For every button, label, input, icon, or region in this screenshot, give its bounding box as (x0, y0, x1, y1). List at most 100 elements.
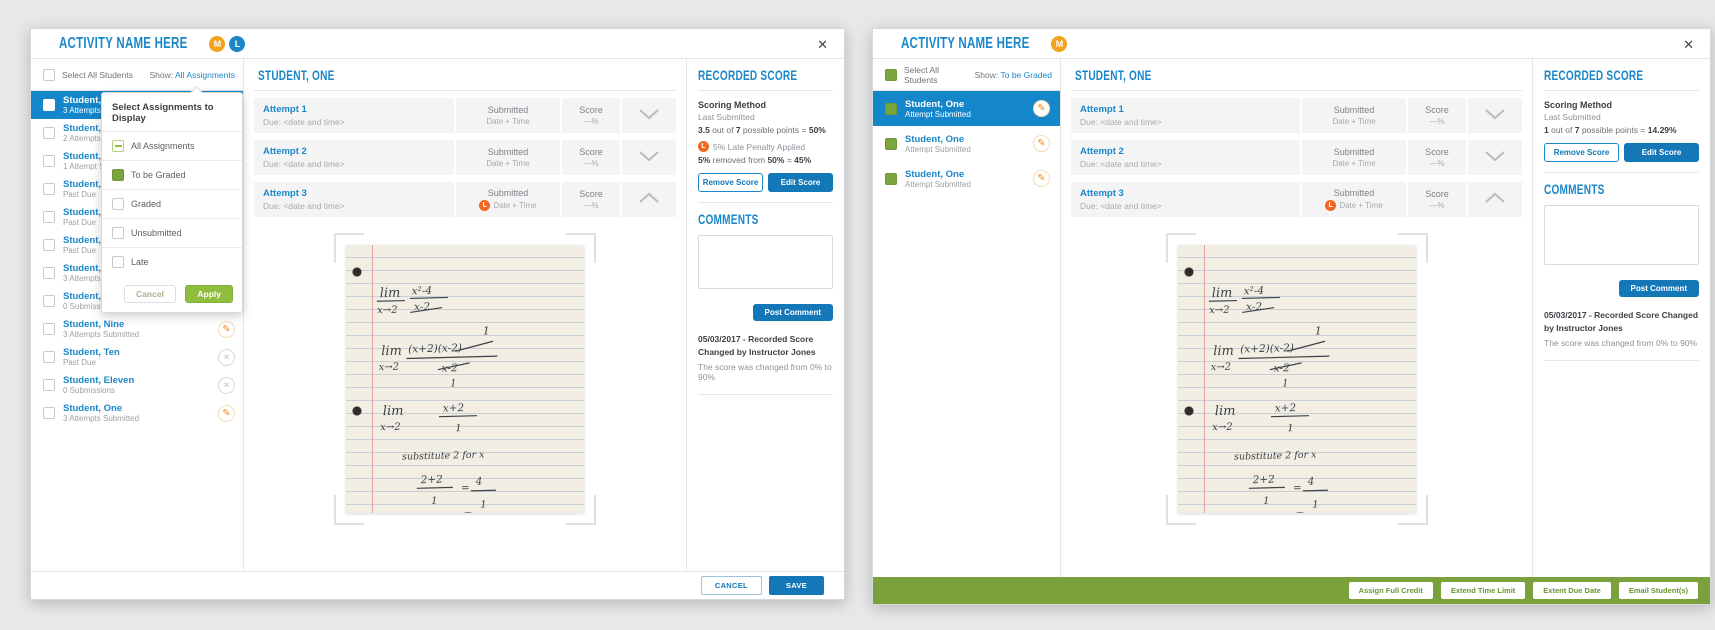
attempt-due: Due: <date and time> (263, 201, 345, 211)
cancel-button[interactable]: Cancel (124, 285, 176, 303)
attempt-row: Attempt 3 Due: <date and time> Submitted… (254, 182, 676, 217)
recorded-score-title: RECORDED SCORE (1544, 66, 1644, 83)
filter-option-to-be-graded[interactable]: To be Graded (102, 161, 242, 190)
assign-full-credit-button[interactable]: Assign Full Credit (1348, 582, 1433, 599)
unchecked-checkbox[interactable] (112, 256, 124, 268)
student-name: Student, Ten (63, 347, 120, 358)
select-all-checkbox[interactable] (885, 68, 897, 81)
apply-button[interactable]: Apply (185, 285, 233, 303)
student-checkbox[interactable] (43, 407, 55, 419)
submission-photo[interactable]: lim x→2 x²-4 x-2 1 lim x→2 (x+2)(x-2) (1177, 245, 1416, 513)
student-info: Student, Eight 0 Submissions (63, 291, 210, 311)
attempt-submitted: Submitted L Date + Time (1302, 182, 1406, 217)
pencil-icon[interactable]: ✎ (1033, 170, 1050, 187)
collapse-attempt-button[interactable] (1468, 182, 1522, 217)
unchecked-checkbox[interactable] (112, 227, 124, 239)
student-checkbox[interactable] (885, 137, 897, 150)
score-history-entry: 05/03/2017 - Recorded Score Changed by I… (1544, 297, 1699, 361)
filter-option-unsubmitted[interactable]: Unsubmitted (102, 219, 242, 248)
expand-attempt-button[interactable] (1468, 98, 1522, 133)
student-list-panel: Select All Students Show: All Assignment… (31, 59, 244, 571)
student-checkbox[interactable] (43, 183, 55, 195)
submitted-value: Date + Time (486, 117, 530, 126)
score-value: —% (583, 117, 599, 126)
student-checkbox[interactable] (43, 267, 55, 279)
crop-corner (334, 495, 364, 525)
student-checkbox[interactable] (43, 379, 55, 391)
student-row[interactable]: Student, One 3 Attempts Submitted ✎ (31, 399, 243, 427)
student-checkbox[interactable] (43, 99, 55, 111)
save-button[interactable]: SAVE (768, 576, 824, 595)
expand-attempt-button[interactable] (622, 140, 676, 175)
email-students-button[interactable]: Email Student(s) (1618, 582, 1698, 599)
student-checkbox[interactable] (43, 211, 55, 223)
attempt-due: Due: <date and time> (263, 159, 345, 169)
expand-attempt-button[interactable] (622, 98, 676, 133)
svg-text:x→2: x→2 (379, 362, 400, 374)
student-row[interactable]: Student, Nine 3 Attempts Submitted ✎ (31, 315, 243, 343)
remove-score-button[interactable]: Remove Score (698, 173, 763, 192)
pencil-icon[interactable]: ✎ (218, 320, 235, 338)
student-info: Student, Five Past Due (63, 207, 210, 227)
filter-option-all-assignments[interactable]: All Assignments (102, 132, 242, 161)
chevron-down-icon (1484, 107, 1506, 125)
attempt-info: Attempt 3 Due: <date and time> (254, 182, 454, 217)
select-all-checkbox[interactable] (43, 68, 55, 81)
show-filter-link[interactable]: To be Graded (1000, 69, 1052, 80)
student-status: Past Due (63, 218, 96, 227)
scoring-method-value: Last Submitted (698, 112, 755, 122)
svg-text:x→2: x→2 (380, 422, 401, 434)
student-name: Student, One (63, 95, 123, 106)
expand-attempt-button[interactable] (1468, 140, 1522, 175)
recorded-score-panel: RECORDED SCORE Scoring Method Last Submi… (1532, 59, 1710, 577)
student-checkbox[interactable] (885, 172, 897, 185)
extend-time-limit-button[interactable]: Extend Time Limit (1440, 582, 1526, 599)
extend-due-date-button[interactable]: Extent Due Date (1533, 582, 1611, 599)
comment-input[interactable] (698, 235, 833, 289)
filter-option-late[interactable]: Late (102, 248, 242, 276)
student-status: 0 Submissions (63, 386, 116, 395)
comments-header: COMMENTS (1544, 181, 1699, 199)
filter-option-label: Graded (131, 199, 162, 209)
close-icon[interactable]: ✕ (1683, 37, 1694, 52)
student-checkbox[interactable] (885, 102, 897, 115)
show-filter-link[interactable]: All Assignments (175, 69, 235, 80)
student-row[interactable]: Student, One Attempt Submitted ✎ (873, 161, 1060, 196)
student-checkbox[interactable] (43, 127, 55, 139)
recorded-score-header: RECORDED SCORE (698, 59, 833, 91)
remove-score-button[interactable]: Remove Score (1544, 143, 1619, 162)
student-row[interactable]: Student, Eleven 0 Submissions × (31, 371, 243, 399)
student-row[interactable]: Student, Ten Past Due × (31, 343, 243, 371)
student-checkbox[interactable] (43, 239, 55, 251)
student-checkbox[interactable] (43, 155, 55, 167)
student-name: Student, Three (63, 151, 130, 162)
student-row[interactable]: Student, One Attempt Submitted ✎ (873, 91, 1060, 126)
pencil-icon[interactable]: ✎ (218, 404, 235, 422)
collapse-attempt-button[interactable] (622, 182, 676, 217)
scoring-method-value: Last Submitted (1544, 112, 1601, 122)
unchecked-checkbox[interactable] (112, 198, 124, 210)
student-checkbox[interactable] (43, 323, 55, 335)
post-comment-button[interactable]: Post Comment (1618, 280, 1699, 297)
pencil-icon[interactable]: ✎ (1033, 135, 1050, 152)
comment-input[interactable] (1544, 205, 1699, 265)
attempt-due: Due: <date and time> (1080, 117, 1162, 127)
pencil-icon[interactable]: ✎ (1033, 100, 1050, 117)
cancel-button[interactable]: CANCEL (700, 576, 762, 595)
edit-score-button[interactable]: Edit Score (768, 173, 833, 192)
student-checkbox[interactable] (43, 295, 55, 307)
student-row[interactable]: Student, One Attempt Submitted ✎ (873, 126, 1060, 161)
filter-option-label: Late (131, 257, 149, 267)
checked-checkbox[interactable] (112, 169, 124, 181)
indeterminate-checkbox[interactable] (112, 140, 124, 152)
post-comment-button[interactable]: Post Comment (752, 304, 833, 321)
filter-option-graded[interactable]: Graded (102, 190, 242, 219)
submission-photo[interactable]: lim x→2 x²-4 x-2 1 lim x→2 (x+2)(x-2) (346, 245, 584, 513)
svg-text:1: 1 (1287, 423, 1294, 434)
edit-score-button[interactable]: Edit Score (1624, 143, 1699, 162)
student-checkbox[interactable] (43, 351, 55, 363)
close-icon[interactable]: ✕ (817, 37, 828, 52)
attempts-panel: STUDENT, ONE Attempt 1 Due: <date and ti… (1061, 59, 1532, 577)
scoring-method-label: Scoring Method (698, 100, 766, 110)
list-toolbar: Select All Students Show: All Assignment… (31, 59, 243, 91)
